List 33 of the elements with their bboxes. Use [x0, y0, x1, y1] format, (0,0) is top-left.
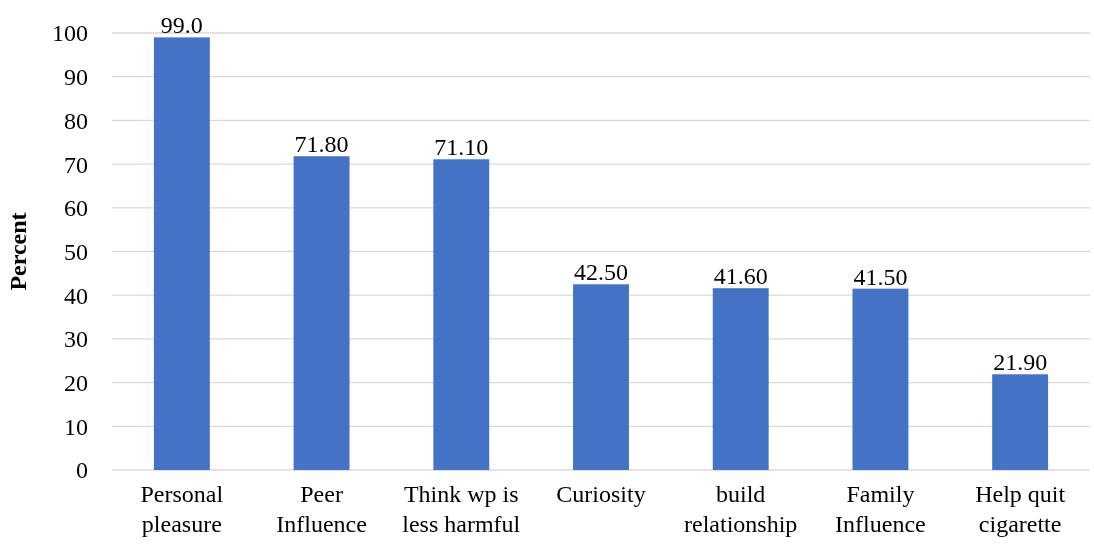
y-tick-label: 10 [64, 413, 88, 440]
y-tick-label: 70 [64, 151, 88, 178]
bar [712, 288, 769, 470]
bar [992, 374, 1049, 470]
x-tick-label: build relationship [684, 481, 798, 537]
y-tick-label: 80 [64, 107, 88, 134]
x-tick-label: Help quit cigarette [975, 481, 1066, 537]
y-tick-label: 100 [52, 20, 88, 47]
y-tick-label: 30 [64, 326, 88, 353]
x-tick-label: Think wp is less harmful [402, 481, 521, 537]
bar [573, 284, 629, 470]
data-label: 99.0 [160, 12, 203, 39]
y-tick-label: 0 [76, 457, 88, 484]
data-label: 71.80 [294, 131, 349, 158]
bar [433, 159, 490, 470]
y-tick-label: 40 [64, 282, 88, 309]
x-tick-label: Family Influence [835, 481, 926, 537]
y-tick-label: 60 [64, 195, 88, 222]
x-tick-label: Peer Influence [276, 481, 367, 537]
data-label: 41.50 [853, 263, 908, 290]
y-tick-label: 90 [64, 64, 88, 91]
y-tick-label: 20 [64, 370, 88, 396]
bar [153, 37, 210, 470]
data-label: 42.50 [574, 259, 628, 286]
data-label: 21.90 [993, 349, 1048, 376]
y-tick-label: 50 [64, 238, 88, 265]
x-tick-label: Curiosity [556, 481, 646, 507]
data-label: 41.60 [713, 263, 768, 290]
data-label: 71.10 [434, 134, 489, 161]
bar [852, 288, 909, 470]
x-tick-label: Personal pleasure [140, 481, 224, 537]
bar [293, 156, 350, 470]
y-axis-title: Percent [5, 212, 31, 291]
